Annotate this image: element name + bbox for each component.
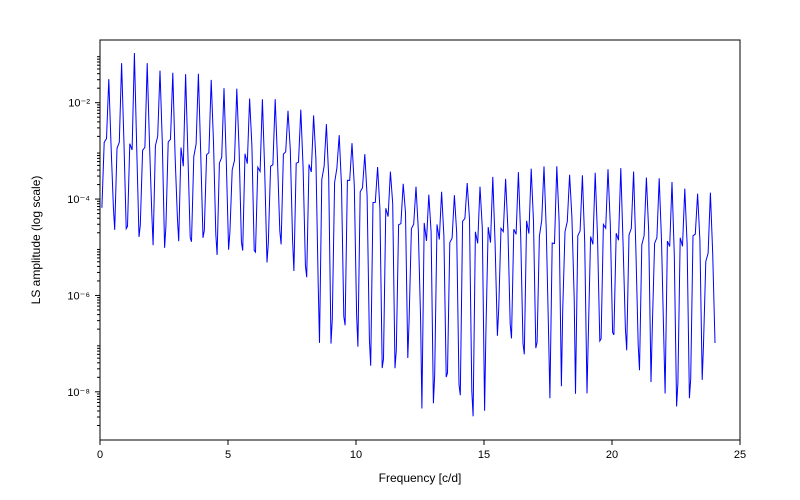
svg-text:20: 20 xyxy=(606,449,618,461)
y-axis-label: LS amplitude (log scale) xyxy=(29,176,43,305)
x-axis-label: Frequency [c/d] xyxy=(379,471,462,485)
svg-text:10⁻⁴: 10⁻⁴ xyxy=(67,194,90,206)
svg-text:25: 25 xyxy=(734,449,746,461)
periodogram-chart: 0 5 10 15 20 25 10⁻⁸ 10⁻⁶ 10⁻⁴ 10⁻² Frequency [c/d… xyxy=(0,0,800,500)
svg-text:10⁻²: 10⁻² xyxy=(68,98,90,110)
chart-svg: 0 5 10 15 20 25 10⁻⁸ 10⁻⁶ 10⁻⁴ 10⁻² Frequency [c/d… xyxy=(0,0,800,500)
svg-text:10: 10 xyxy=(350,449,362,461)
svg-text:15: 15 xyxy=(478,449,490,461)
svg-text:5: 5 xyxy=(225,449,231,461)
svg-text:0: 0 xyxy=(97,449,103,461)
svg-text:10⁻⁶: 10⁻⁶ xyxy=(67,290,90,302)
svg-text:10⁻⁸: 10⁻⁸ xyxy=(67,387,90,399)
spectrum-line xyxy=(102,53,715,416)
